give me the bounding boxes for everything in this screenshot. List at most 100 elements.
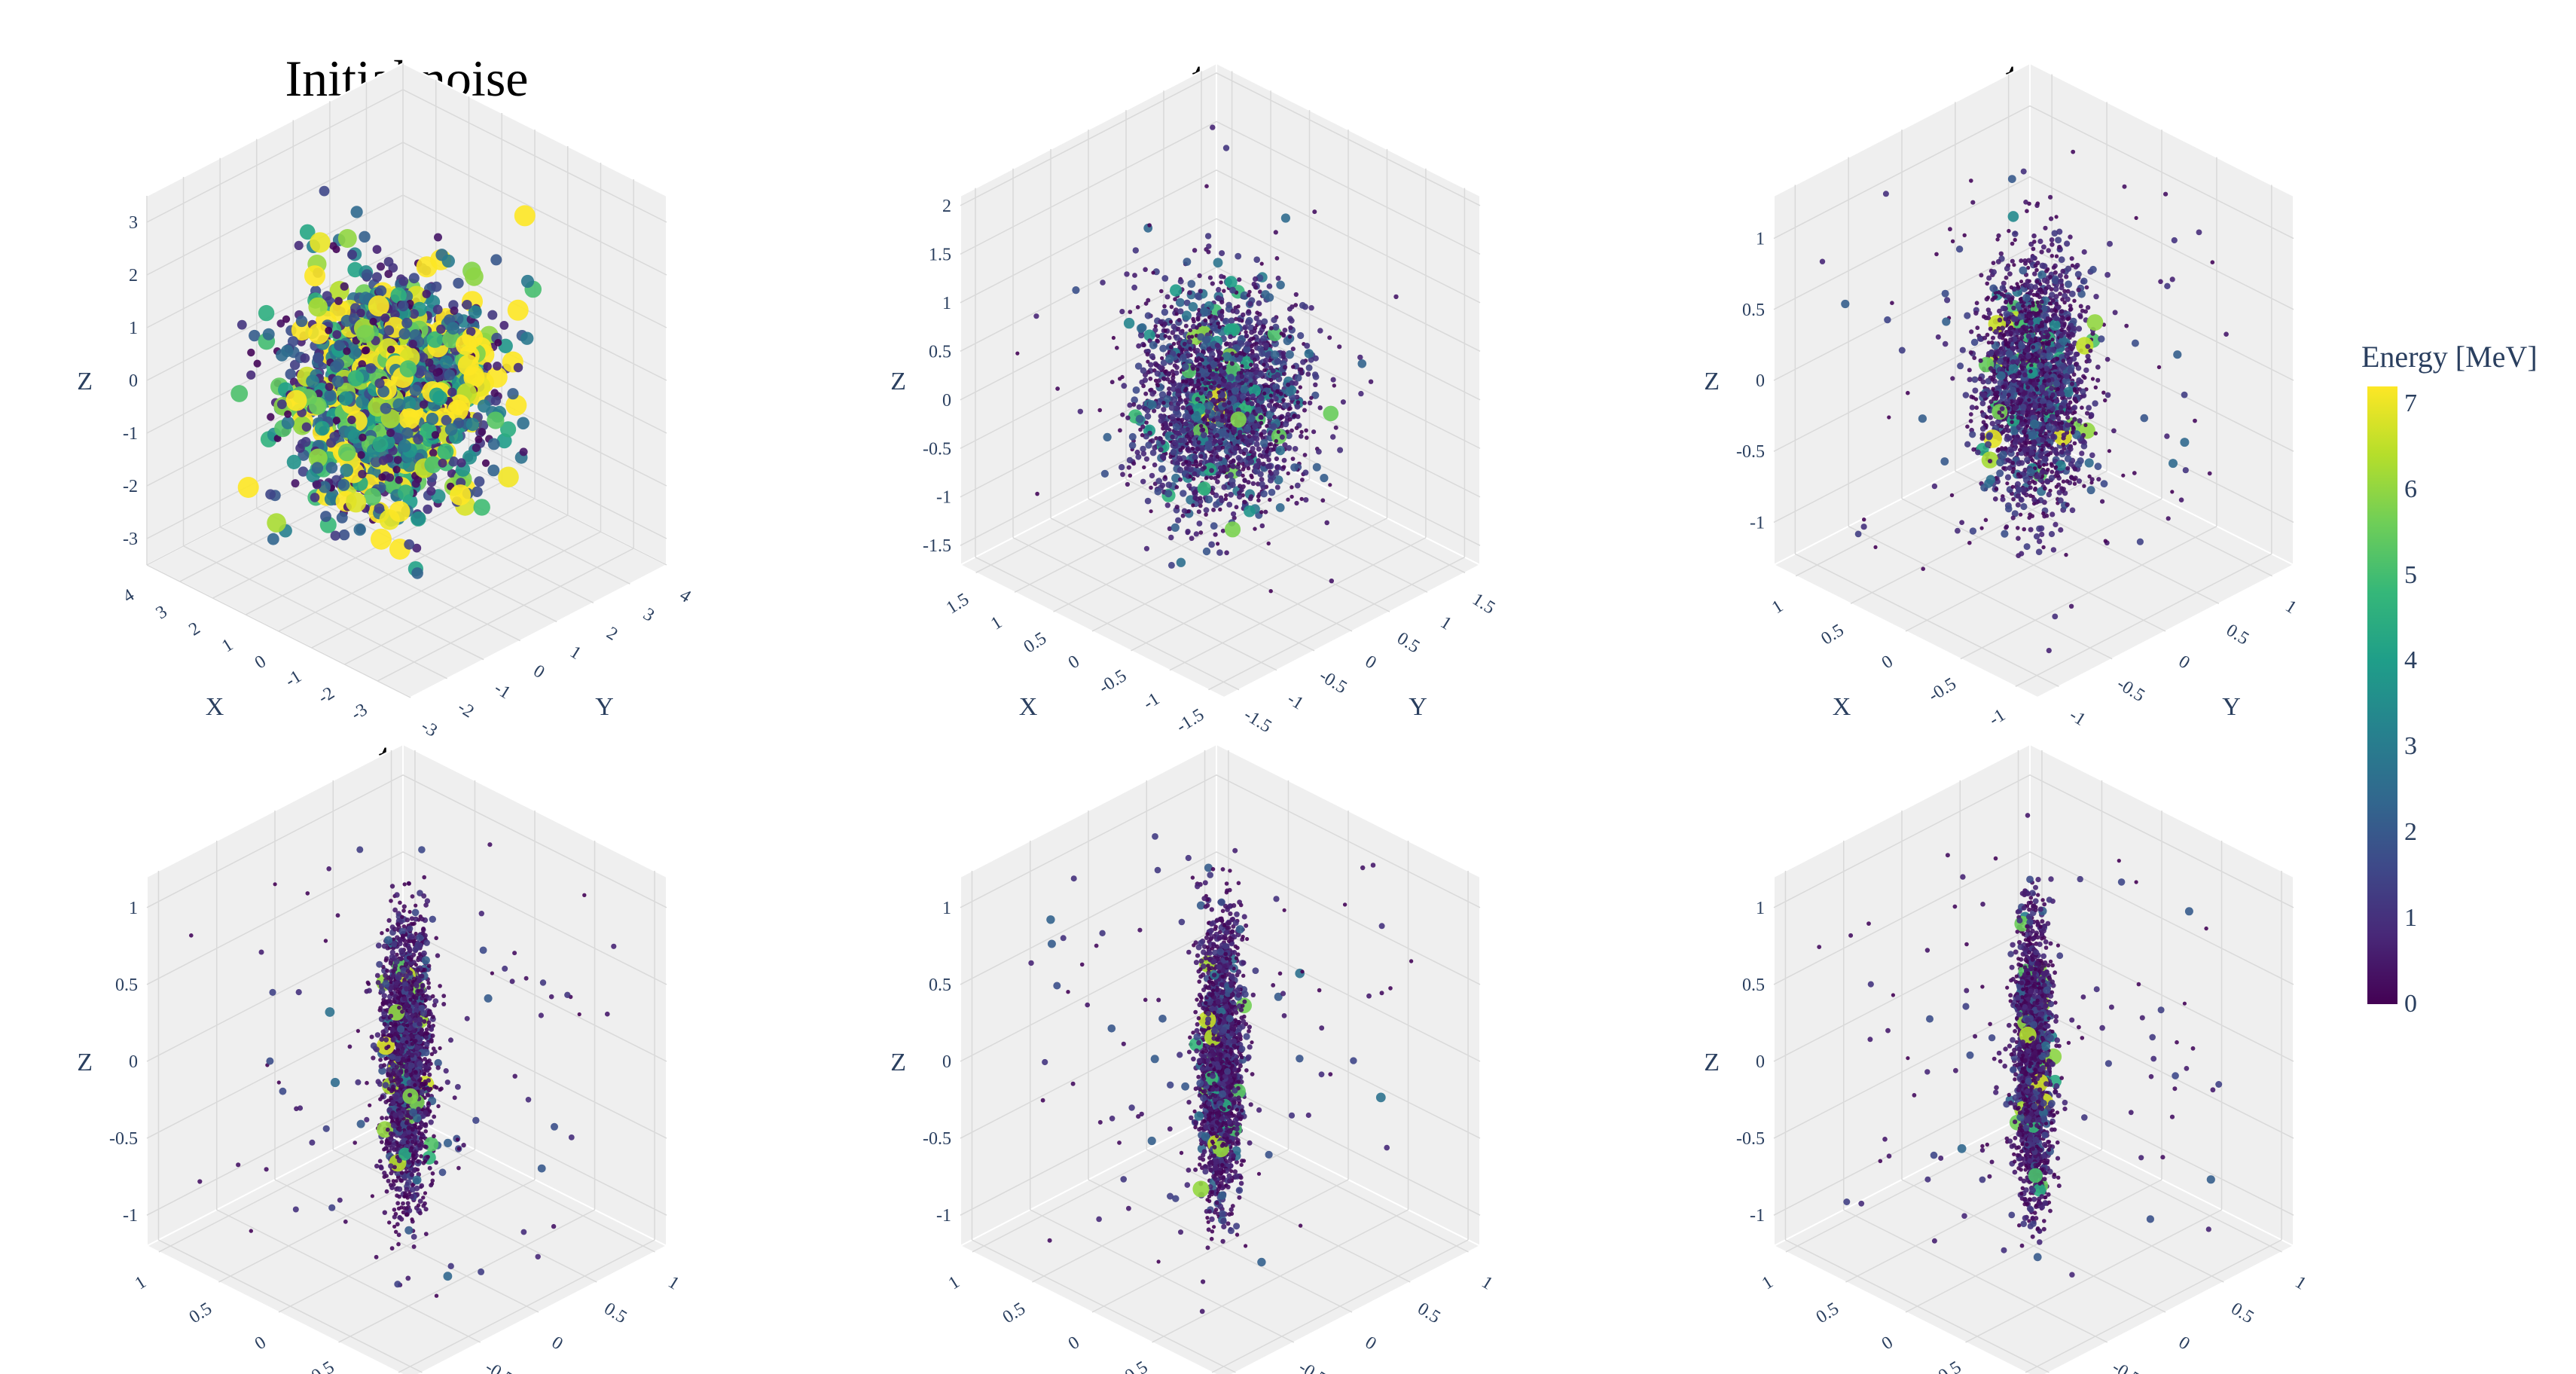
data-point — [2059, 285, 2065, 291]
data-point — [1243, 377, 1249, 383]
data-point — [337, 443, 356, 462]
data-point — [1312, 463, 1321, 472]
data-point — [1311, 429, 1317, 435]
data-point — [1155, 383, 1160, 388]
data-point — [1240, 364, 1244, 368]
data-point — [1196, 509, 1201, 514]
data-point — [1969, 179, 1973, 183]
y-tick-label: 1 — [1437, 612, 1455, 634]
data-point — [1228, 334, 1233, 340]
scatter3d-scene[interactable]: -1-0.500.51-1-0.500.51-1-0.500.51X YZ — [1695, 30, 2373, 730]
data-point — [1199, 386, 1206, 392]
data-point — [358, 469, 367, 479]
data-point — [1163, 369, 1167, 374]
data-point — [1972, 356, 1977, 360]
data-point — [499, 321, 509, 330]
data-point — [286, 454, 301, 470]
data-point — [393, 456, 402, 464]
data-point — [1162, 304, 1167, 309]
data-point — [372, 245, 382, 254]
data-point — [1270, 423, 1277, 431]
data-point — [1279, 331, 1283, 336]
data-point — [2048, 194, 2053, 200]
data-point — [474, 476, 485, 487]
data-point — [1170, 284, 1183, 297]
data-point — [1280, 213, 1290, 223]
data-point — [2013, 237, 2017, 243]
data-point — [1143, 433, 1149, 440]
data-point — [481, 459, 490, 467]
data-point — [330, 530, 340, 541]
data-point — [1193, 459, 1198, 464]
data-point — [1243, 346, 1250, 354]
data-point — [1180, 445, 1185, 450]
data-point — [1161, 407, 1167, 413]
data-point — [1942, 340, 1949, 347]
data-point — [1213, 258, 1223, 268]
data-point — [1158, 447, 1164, 453]
data-point — [1882, 191, 1889, 197]
data-point — [1143, 329, 1155, 341]
data-point — [472, 486, 483, 497]
data-point — [1165, 354, 1174, 364]
data-point — [1259, 432, 1263, 436]
data-point — [486, 366, 508, 388]
data-point — [1165, 377, 1170, 382]
data-point — [398, 408, 420, 429]
scatter3d-scene[interactable]: -1.5-1-0.500.511.5-1.5-1-0.500.511.5-1.5… — [881, 30, 1559, 737]
data-point — [1988, 415, 1993, 420]
data-point — [1965, 424, 1970, 429]
data-point — [361, 269, 373, 281]
data-point — [1204, 413, 1210, 419]
data-point — [265, 489, 276, 500]
data-point — [1136, 404, 1142, 410]
x-tick-label: -1 — [1140, 689, 1163, 714]
data-point — [308, 448, 328, 468]
data-point — [392, 466, 401, 474]
z-tick-label: 2 — [942, 197, 951, 216]
data-point — [262, 328, 275, 340]
data-point — [441, 254, 455, 268]
data-point — [520, 274, 535, 289]
data-point — [392, 398, 406, 411]
data-point — [331, 375, 344, 388]
data-point — [287, 336, 299, 347]
data-point — [1237, 277, 1242, 282]
data-point — [1216, 445, 1222, 451]
data-point — [1184, 379, 1189, 384]
data-point — [1191, 503, 1195, 508]
data-point — [1999, 285, 2007, 292]
data-point — [1228, 460, 1233, 465]
data-point — [1209, 317, 1216, 324]
data-point — [1168, 344, 1174, 350]
data-point — [284, 410, 292, 418]
data-point — [1185, 447, 1190, 452]
y-tick-label: 1 — [566, 643, 584, 664]
data-point — [1309, 395, 1314, 400]
data-point — [1176, 340, 1181, 346]
data-point — [1263, 343, 1270, 349]
data-point — [2169, 459, 2178, 469]
data-point — [1259, 415, 1264, 420]
data-point — [2076, 478, 2082, 484]
data-point — [1253, 527, 1257, 531]
data-point — [1261, 318, 1268, 325]
data-point — [2062, 292, 2068, 299]
data-point — [1132, 273, 1137, 278]
data-point — [465, 417, 480, 432]
data-point — [1217, 397, 1222, 402]
data-point — [1256, 300, 1262, 307]
data-point — [408, 273, 420, 284]
data-point — [1213, 492, 1219, 499]
data-point — [1216, 321, 1220, 326]
data-point — [1250, 446, 1256, 452]
data-point — [1255, 402, 1260, 408]
data-point — [1168, 405, 1176, 411]
data-point — [338, 529, 350, 541]
data-point — [1149, 485, 1153, 490]
data-point — [281, 416, 295, 429]
data-point — [1249, 494, 1254, 499]
data-point — [2107, 240, 2113, 247]
data-point — [425, 358, 434, 367]
